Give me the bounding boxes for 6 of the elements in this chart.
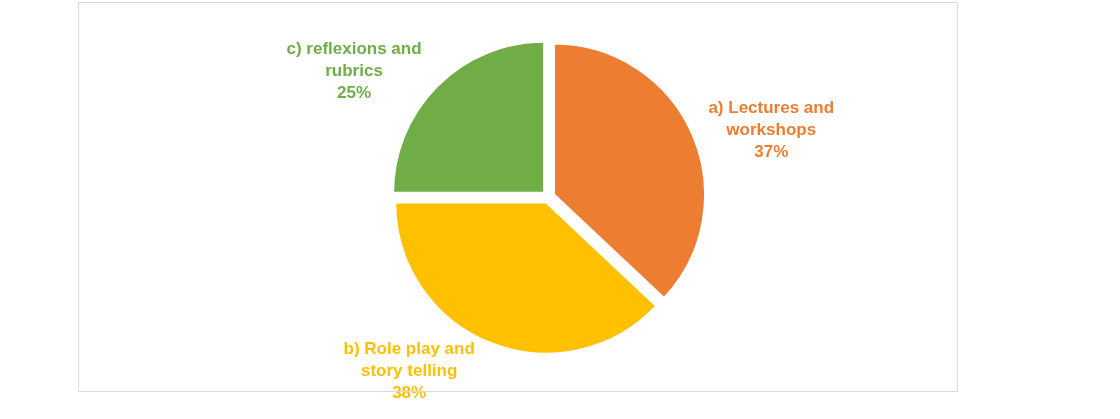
slice-label: b) Role play and story telling (343, 338, 475, 380)
slice-label: a) Lectures and workshops (708, 98, 835, 140)
data-label: 37% (754, 142, 789, 162)
slice-label: c) reflexions and rubrics (286, 38, 422, 80)
data-label: 38% (392, 382, 427, 402)
data-label: 25% (337, 82, 372, 102)
